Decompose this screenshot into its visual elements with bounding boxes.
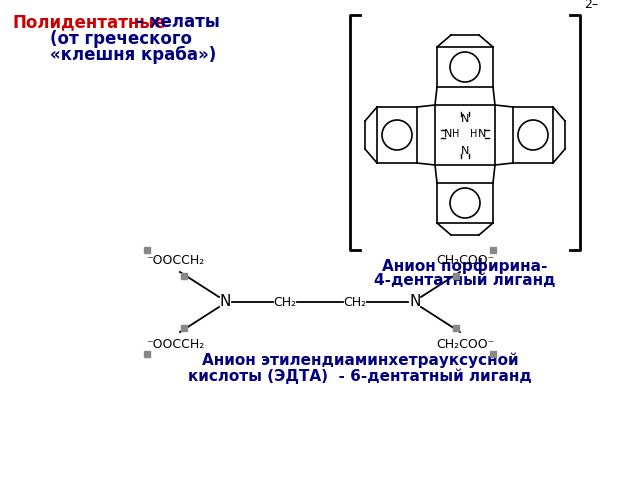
Text: CH₂COO⁻: CH₂COO⁻ — [436, 337, 494, 350]
Text: CH₂COO⁻: CH₂COO⁻ — [436, 253, 494, 266]
Bar — [181, 273, 187, 279]
Bar — [490, 351, 496, 357]
Text: H: H — [452, 129, 460, 139]
Text: N: N — [478, 129, 486, 139]
Text: N: N — [220, 295, 230, 310]
Text: N: N — [461, 146, 469, 156]
Bar — [453, 273, 459, 279]
Text: CH₂: CH₂ — [273, 296, 296, 309]
Text: N: N — [444, 129, 452, 139]
Text: ⁻OOCCH₂: ⁻OOCCH₂ — [146, 253, 204, 266]
Text: – хелаты: – хелаты — [130, 13, 220, 31]
Text: CH₂: CH₂ — [344, 296, 367, 309]
Text: N: N — [461, 114, 469, 124]
Text: Полидентатные: Полидентатные — [13, 13, 166, 31]
Text: H: H — [470, 129, 477, 139]
Text: «клешня краба»): «клешня краба») — [50, 46, 216, 64]
Text: Анион этилендиаминхетрауксусной: Анион этилендиаминхетрауксусной — [202, 352, 518, 368]
Text: кислоты (ЭДТА)  - 6-дентатный лиганд: кислоты (ЭДТА) - 6-дентатный лиганд — [188, 368, 532, 384]
Bar — [144, 351, 150, 357]
Text: 4-дентатный лиганд: 4-дентатный лиганд — [374, 273, 556, 288]
Bar — [181, 325, 187, 331]
Bar — [490, 247, 496, 253]
Bar — [144, 247, 150, 253]
Text: Анион порфирина-: Анион порфирина- — [382, 258, 548, 274]
Text: N: N — [410, 295, 420, 310]
Bar — [453, 325, 459, 331]
Text: ⁻OOCCH₂: ⁻OOCCH₂ — [146, 337, 204, 350]
Text: 2–: 2– — [584, 0, 598, 11]
Text: (от греческого: (от греческого — [50, 30, 192, 48]
